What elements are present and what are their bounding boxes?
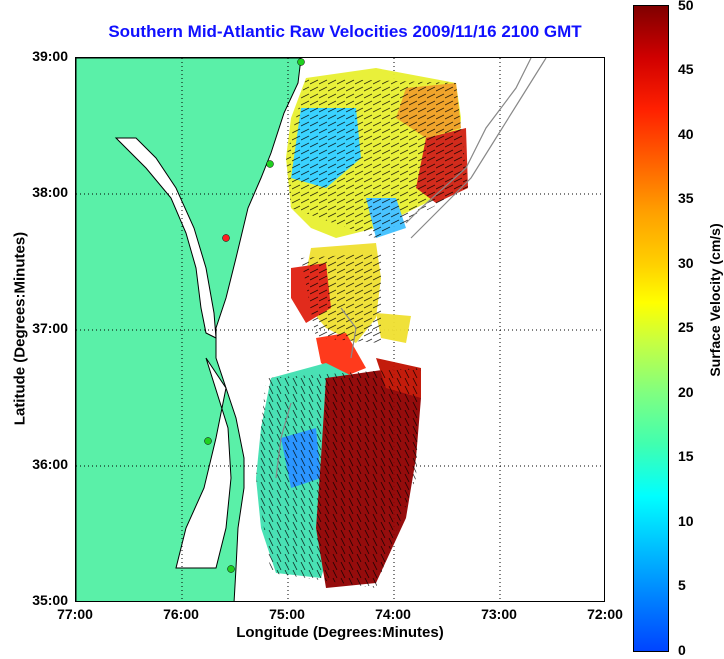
x-tick-label: 72:00 <box>587 606 623 622</box>
x-axis-label: Longitude (Degrees:Minutes) <box>236 624 444 641</box>
bay-water <box>114 137 217 339</box>
colorbar-tick: 35 <box>678 190 694 206</box>
x-tick-label: 76:00 <box>163 606 199 622</box>
y-tick-label: 36:00 <box>32 456 68 472</box>
y-tick-label: 39:00 <box>32 48 68 64</box>
colorbar-tick: 45 <box>678 61 694 77</box>
station-marker <box>297 58 305 66</box>
y-tick-label: 37:00 <box>32 320 68 336</box>
x-tick-label: 77:00 <box>57 606 93 622</box>
x-tick-label: 73:00 <box>481 606 517 622</box>
bathymetry-contours <box>275 58 547 479</box>
map-plot-area[interactable] <box>75 57 605 602</box>
colorbar-tick: 25 <box>678 319 694 335</box>
sound-water <box>175 357 232 569</box>
station-marker <box>266 160 274 168</box>
colorbar-tick: 50 <box>678 0 694 13</box>
colorbar-tick: 15 <box>678 448 694 464</box>
station-marker <box>227 565 235 573</box>
x-tick-label: 74:00 <box>375 606 411 622</box>
colorbar-tick: 10 <box>678 513 694 529</box>
x-tick-label: 75:00 <box>269 606 305 622</box>
colorbar-tick: 20 <box>678 384 694 400</box>
colorbar-tick: 5 <box>678 577 686 593</box>
radar-stations <box>204 58 305 573</box>
velocity-vectors <box>256 78 468 588</box>
map-canvas <box>76 58 604 601</box>
station-marker <box>222 234 230 242</box>
y-tick-label: 35:00 <box>32 592 68 608</box>
colorbar <box>633 5 669 652</box>
station-marker <box>204 437 212 445</box>
map-title: Southern Mid-Atlantic Raw Velocities 200… <box>108 22 582 41</box>
colorbar-tick: 30 <box>678 255 694 271</box>
colorbar-label: Surface Velocity (cm/s) <box>707 223 723 377</box>
colorbar-tick: 40 <box>678 126 694 142</box>
y-axis-label: Latitude (Degrees:Minutes) <box>11 231 29 426</box>
colorbar-tick: 0 <box>678 642 686 658</box>
y-tick-label: 38:00 <box>32 184 68 200</box>
